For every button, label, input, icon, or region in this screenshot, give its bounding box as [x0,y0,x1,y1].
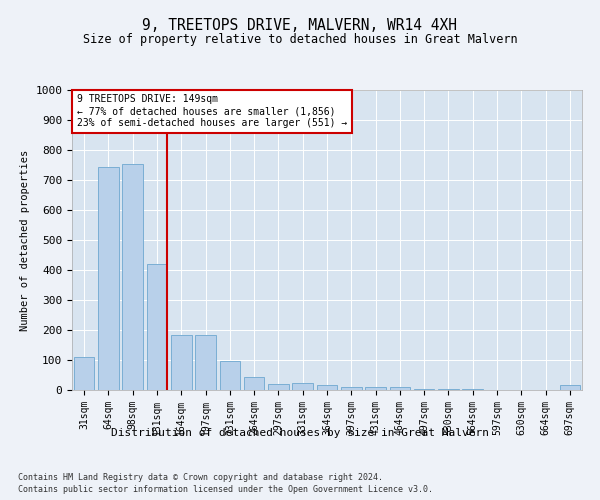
Bar [317,385,337,390]
Bar [560,384,580,390]
Bar [463,389,483,390]
Y-axis label: Number of detached properties: Number of detached properties [20,150,30,330]
Bar [122,164,143,390]
Bar [414,388,434,390]
Bar [195,334,216,390]
Bar [98,166,119,390]
Bar [244,377,265,390]
Bar [268,384,289,390]
Bar [365,387,386,390]
Bar [438,389,459,390]
Text: Contains public sector information licensed under the Open Government Licence v3: Contains public sector information licen… [18,485,433,494]
Bar [220,361,240,390]
Bar [146,264,167,390]
Text: 9 TREETOPS DRIVE: 149sqm
← 77% of detached houses are smaller (1,856)
23% of sem: 9 TREETOPS DRIVE: 149sqm ← 77% of detach… [77,94,347,128]
Text: 9, TREETOPS DRIVE, MALVERN, WR14 4XH: 9, TREETOPS DRIVE, MALVERN, WR14 4XH [143,18,458,32]
Bar [341,387,362,390]
Bar [389,387,410,390]
Bar [292,384,313,390]
Text: Contains HM Land Registry data © Crown copyright and database right 2024.: Contains HM Land Registry data © Crown c… [18,472,383,482]
Bar [74,357,94,390]
Bar [171,334,191,390]
Text: Size of property relative to detached houses in Great Malvern: Size of property relative to detached ho… [83,32,517,46]
Text: Distribution of detached houses by size in Great Malvern: Distribution of detached houses by size … [111,428,489,438]
